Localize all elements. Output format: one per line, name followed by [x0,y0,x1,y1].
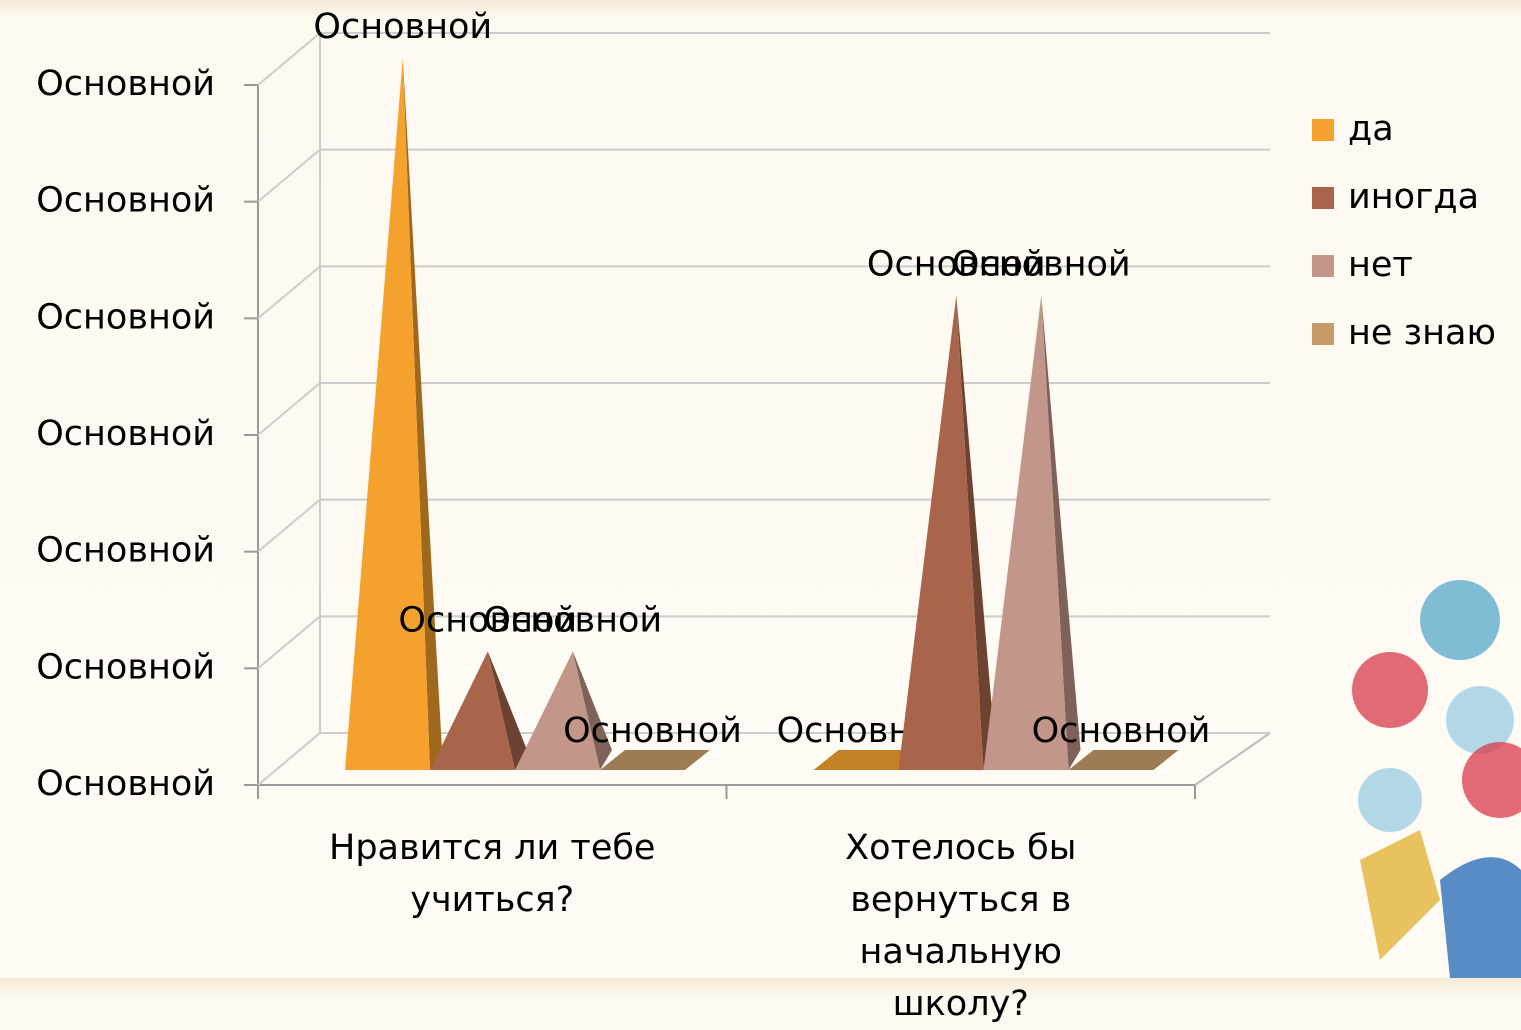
legend-label: иногда [1348,177,1479,217]
legend-label: да [1348,109,1394,149]
pyramid [600,750,710,770]
grid-line [258,500,320,552]
y-tick-label: Основной [36,647,215,687]
data-label: Основной [952,244,1131,284]
pyramid [1069,750,1179,770]
y-tick-label: Основной [36,414,215,454]
page: {"chart_data": {"type": "pyramid3d", "ca… [0,0,1521,978]
legend-swatch [1312,255,1334,277]
grid-line [258,616,320,668]
data-label: Основной [563,711,742,751]
x-tick-label: Нравится ли тебе учиться? [302,822,682,926]
y-tick-label: Основной [36,64,215,104]
legend-swatch [1312,119,1334,141]
y-tick-label: Основной [36,181,215,221]
grid-line [258,383,320,435]
y-tick-label: Основной [36,531,215,571]
y-tick-label: Основной [36,297,215,337]
data-label: Основной [313,7,492,47]
grid-line [258,266,320,318]
legend-swatch [1312,187,1334,209]
decoration [1352,580,1521,978]
legend-label: нет [1348,245,1413,285]
x-tick-label: Хотелось бы вернуться в начальную школу? [816,822,1106,1030]
y-tick-label: Основной [36,764,215,804]
legend-swatch [1312,323,1334,345]
grid-line [258,733,320,785]
chart: Основной Основной Основной Основной Основной… [0,0,1521,978]
data-label: Основной [483,600,662,640]
grid-line [258,150,320,202]
data-label: Основной [1032,711,1211,751]
legend-label: не знаю [1348,313,1496,353]
grid-line [258,33,320,85]
